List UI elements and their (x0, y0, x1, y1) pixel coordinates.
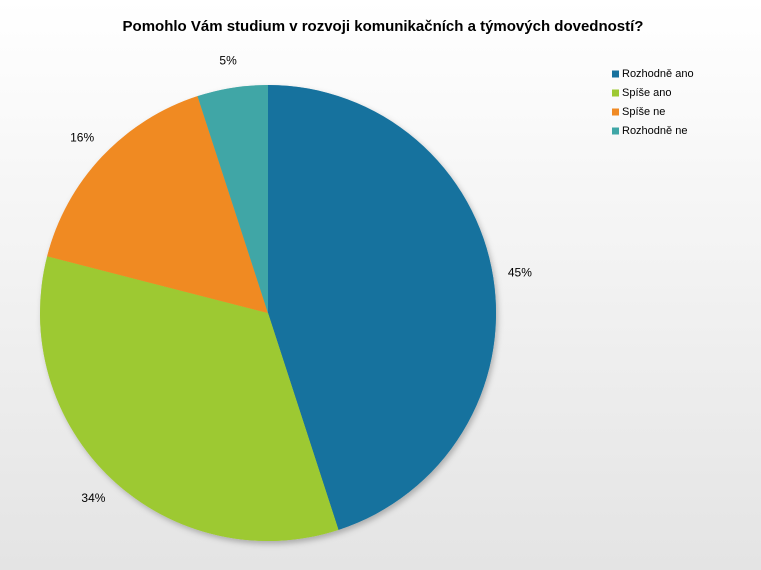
pie (39, 85, 496, 541)
legend-text: Rozhodně ano (622, 68, 694, 80)
slice (47, 96, 268, 313)
data-label: 16% (70, 131, 94, 145)
chart-title: Pomohlo Vám studium v rozvoji komunikačn… (123, 18, 644, 35)
legend-swatch (612, 108, 619, 116)
slice (39, 256, 339, 541)
data-label: 34% (81, 491, 105, 505)
data-label: 45% (508, 265, 532, 279)
legend-swatch (612, 127, 619, 135)
legend-swatch (612, 89, 619, 97)
legend-text: Rozhodně ne (622, 125, 687, 137)
legend-swatch (612, 70, 619, 78)
legend-text: Spíše ano (622, 87, 672, 99)
slice (268, 85, 496, 530)
data-label: 5% (219, 53, 237, 67)
slice (197, 85, 268, 313)
legend-text: Spíše ne (622, 106, 665, 118)
